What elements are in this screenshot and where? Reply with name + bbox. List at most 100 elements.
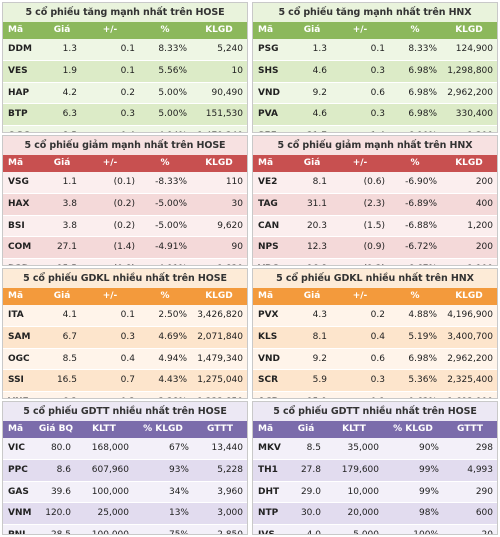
stock-code-cell[interactable]: SHS: [258, 66, 279, 77]
table-row[interactable]: TAG 31.1 (2.3) -6.89% 400: [253, 193, 497, 215]
column-header[interactable]: KLGD: [205, 158, 233, 168]
table-row[interactable]: DDM 1.3 0.1 8.33% 5,240: [3, 39, 247, 61]
table-row[interactable]: HAX 3.8 (0.2) -5.00% 30: [3, 193, 247, 215]
stock-code-cell[interactable]: DHT: [258, 486, 280, 497]
column-header[interactable]: %: [410, 158, 420, 168]
column-header[interactable]: Giá: [53, 25, 71, 35]
column-header[interactable]: KLTT: [92, 424, 116, 434]
table-row[interactable]: IVS 4.0 5,000 100% 20: [253, 523, 497, 535]
stock-code-cell[interactable]: VNM: [8, 508, 32, 519]
stock-code-cell[interactable]: OGC: [8, 353, 30, 364]
table-row[interactable]: HAP 4.2 0.2 5.00% 90,490: [3, 81, 247, 104]
stock-code-cell[interactable]: TAG: [258, 199, 278, 210]
column-header[interactable]: KLGD: [455, 291, 483, 301]
table-row[interactable]: MKV 8.5 35,000 90% 298: [253, 438, 497, 460]
table-row[interactable]: VNE6.30.23.28%1,233,850: [3, 390, 247, 398]
column-header[interactable]: Mã: [8, 424, 24, 434]
column-header[interactable]: Giá: [53, 291, 71, 301]
column-header[interactable]: Giá: [303, 291, 321, 301]
column-header[interactable]: +/-: [102, 291, 118, 301]
column-header[interactable]: GTTT: [206, 424, 234, 434]
stock-code-cell[interactable]: HAP: [8, 87, 30, 98]
stock-code-cell[interactable]: OGC: [3, 126, 43, 132]
column-header[interactable]: +/-: [352, 291, 368, 301]
stock-code-cell[interactable]: MKV: [258, 443, 281, 453]
stock-code-cell[interactable]: PPC: [8, 465, 28, 476]
column-header[interactable]: Giá: [53, 158, 71, 168]
stock-code-cell[interactable]: PVA: [258, 109, 278, 120]
table-row[interactable]: SAM 6.7 0.3 4.69% 2,071,840: [3, 326, 247, 348]
table-row[interactable]: CAN 20.3 (1.5) -6.88% 1,200: [253, 214, 497, 237]
column-header[interactable]: %: [160, 158, 170, 168]
column-header[interactable]: % KLGD: [143, 424, 183, 434]
stock-code-cell[interactable]: D2D: [3, 259, 43, 265]
stock-code-cell[interactable]: SSI: [8, 375, 24, 386]
column-header[interactable]: KLGD: [205, 291, 233, 301]
stock-code-cell[interactable]: NPS: [258, 242, 279, 253]
column-header[interactable]: Giá BQ: [38, 424, 74, 434]
column-header[interactable]: +/-: [102, 158, 118, 168]
stock-code-cell[interactable]: CAN: [258, 220, 280, 231]
stock-code-cell[interactable]: KLS: [258, 332, 278, 343]
column-header[interactable]: +/-: [102, 25, 118, 35]
table-row[interactable]: SSI 16.5 0.7 4.43% 1,275,040: [3, 369, 247, 391]
stock-code-cell[interactable]: IVS: [258, 529, 275, 535]
table-row[interactable]: GAS 39.6 100,000 34% 3,960: [3, 480, 247, 503]
stock-code-cell[interactable]: BSI: [8, 220, 25, 231]
stock-code-cell[interactable]: NTP: [258, 508, 279, 519]
column-header[interactable]: %: [160, 25, 170, 35]
stock-code-cell[interactable]: S55: [253, 126, 293, 132]
column-header[interactable]: KLGD: [455, 25, 483, 35]
column-header[interactable]: +/-: [352, 25, 368, 35]
table-row[interactable]: D2D15.5(0.8)-4.91%1,830: [3, 257, 247, 265]
table-row[interactable]: VE2 8.1 (0.6) -6.90% 200: [253, 172, 497, 194]
stock-code-cell[interactable]: VES: [8, 66, 28, 77]
column-header[interactable]: %: [410, 291, 420, 301]
table-row[interactable]: COM 27.1 (1.4) -4.91% 90: [3, 236, 247, 258]
table-row[interactable]: PSG 1.3 0.1 8.33% 124,900: [253, 39, 497, 61]
stock-code-cell[interactable]: GAS: [8, 486, 29, 497]
stock-code-cell[interactable]: TH1: [258, 465, 278, 476]
stock-code-cell[interactable]: VSG: [8, 177, 29, 187]
table-row[interactable]: BTP 6.3 0.3 5.00% 151,530: [3, 103, 247, 125]
column-header[interactable]: % KLGD: [393, 424, 433, 434]
stock-code-cell[interactable]: VBC: [253, 259, 293, 265]
table-row[interactable]: VND 9.2 0.6 6.98% 2,962,200: [253, 347, 497, 370]
table-row[interactable]: PNJ 28.5 100,000 75% 2,850: [3, 523, 247, 535]
table-row[interactable]: SHS 4.6 0.3 6.98% 1,298,800: [253, 60, 497, 82]
column-header[interactable]: Mã: [258, 25, 274, 35]
column-header[interactable]: Mã: [8, 158, 24, 168]
column-header[interactable]: Giá: [303, 158, 321, 168]
table-row[interactable]: NPS 12.3 (0.9) -6.72% 200: [253, 236, 497, 258]
column-header[interactable]: GTTT: [456, 424, 484, 434]
table-row[interactable]: NTP 30.0 20,000 98% 600: [253, 502, 497, 524]
table-row[interactable]: VIC 80.0 168,000 67% 13,440: [3, 438, 247, 460]
stock-code-cell[interactable]: SAM: [8, 332, 31, 343]
column-header[interactable]: KLGD: [205, 25, 233, 35]
stock-code-cell[interactable]: PNJ: [8, 529, 26, 535]
stock-code-cell[interactable]: VND: [258, 87, 280, 98]
table-row[interactable]: VES 1.9 0.1 5.56% 10: [3, 60, 247, 82]
column-header[interactable]: Giá: [303, 25, 321, 35]
column-header[interactable]: Mã: [258, 291, 274, 301]
table-row[interactable]: PVX 4.3 0.2 4.88% 4,196,900: [253, 305, 497, 327]
column-header[interactable]: %: [160, 291, 170, 301]
stock-code-cell[interactable]: VIC: [8, 443, 25, 453]
column-header[interactable]: +/-: [352, 158, 368, 168]
table-row[interactable]: TH1 27.8 179,600 99% 4,993: [253, 459, 497, 481]
table-row[interactable]: OGC 8.5 0.4 4.94% 1,479,340: [3, 347, 247, 370]
column-header[interactable]: Mã: [258, 158, 274, 168]
stock-code-cell[interactable]: VE2: [258, 177, 278, 187]
table-row[interactable]: VBC16.8(1.2)-6.67%1,100: [253, 257, 497, 265]
table-row[interactable]: BSI 3.8 (0.2) -5.00% 9,620: [3, 214, 247, 237]
stock-code-cell[interactable]: HAX: [8, 199, 30, 210]
table-row[interactable]: KLS 8.1 0.4 5.19% 3,400,700: [253, 326, 497, 348]
stock-code-cell[interactable]: ITA: [8, 310, 24, 320]
table-row[interactable]: ITA 4.1 0.1 2.50% 3,426,820: [3, 305, 247, 327]
table-row[interactable]: SCR 5.9 0.3 5.36% 2,325,400: [253, 369, 497, 391]
stock-code-cell[interactable]: PSG: [258, 44, 279, 54]
column-header[interactable]: Mã: [8, 25, 24, 35]
table-row[interactable]: VSG 1.1 (0.1) -8.33% 110: [3, 172, 247, 194]
table-row[interactable]: DHT 29.0 10,000 99% 290: [253, 480, 497, 503]
stock-code-cell[interactable]: ACB: [253, 392, 293, 398]
